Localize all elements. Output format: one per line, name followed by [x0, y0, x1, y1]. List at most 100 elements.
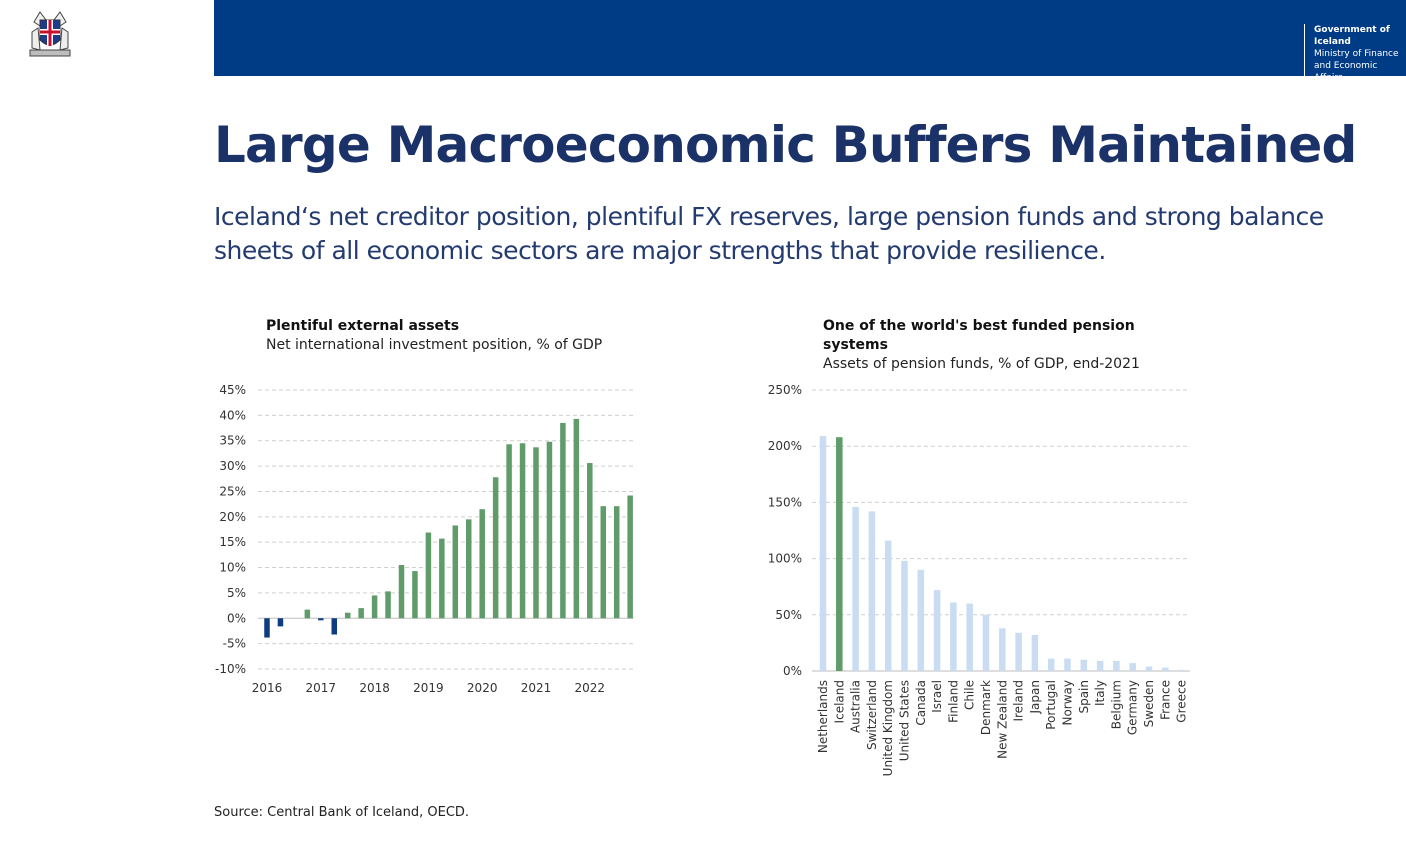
- niip-y-tick-label: 0%: [227, 611, 246, 625]
- niip-x-tick-label: 2020: [467, 681, 498, 695]
- pension-x-tick-label: United Kingdom: [881, 680, 895, 776]
- niip-bar: [452, 525, 459, 619]
- niip-y-tick-label: -5%: [223, 637, 246, 651]
- niip-bar: [385, 591, 391, 619]
- niip-gridlines: [258, 389, 634, 670]
- niip-y-tick-label: 45%: [219, 383, 246, 397]
- pension-bar: [884, 540, 892, 671]
- page-title: Large Macroeconomic Buffers Maintained: [214, 116, 1357, 174]
- niip-bar: [492, 477, 499, 619]
- pension-bar: [999, 628, 1006, 671]
- pension-y-ticks: 250% 200% 150% 100% 50% 0%: [768, 383, 802, 678]
- niip-bar: [479, 509, 485, 619]
- pension-x-tick-label: Israel: [930, 680, 944, 713]
- niip-x-tick-label: 2021: [521, 681, 552, 695]
- niip-x-tick-label: 2022: [575, 681, 606, 695]
- pension-x-tick-label: Denmark: [979, 680, 993, 735]
- niip-x-ticks: 2016 2017 2018 2019 2020 2021 2022: [252, 681, 605, 695]
- niip-bar: [358, 608, 364, 619]
- niip-bar: [264, 618, 270, 638]
- pension-y-tick-label: 100%: [768, 552, 802, 566]
- pension-bar: [819, 436, 827, 671]
- niip-bar: [425, 532, 432, 619]
- niip-bar: [466, 519, 472, 619]
- niip-bar: [546, 441, 553, 619]
- pension-bar: [1080, 659, 1088, 671]
- pension-y-tick-label: 200%: [768, 439, 802, 453]
- pension-x-tick-label: New Zealand: [995, 680, 1009, 759]
- pension-bar: [917, 569, 925, 671]
- niip-bar: [560, 422, 566, 619]
- pension-x-tick-label: Finland: [946, 680, 960, 723]
- pension-bar: [1145, 666, 1153, 671]
- niip-chart: Plentiful external assets Net internatio…: [214, 300, 644, 700]
- niip-y-tick-label: 40%: [219, 408, 246, 422]
- niip-bar: [600, 506, 606, 619]
- niip-bar: [573, 418, 580, 619]
- niip-bar: [277, 618, 284, 627]
- pension-x-tick-label: Germany: [1126, 680, 1140, 735]
- pension-x-tick-label: Chile: [963, 680, 977, 710]
- pension-x-tick-label: United States: [898, 680, 912, 761]
- pension-bar: [868, 511, 876, 671]
- niip-bar: [506, 444, 512, 619]
- pension-chart-title: One of the world's best funded pension sy…: [823, 318, 1135, 353]
- pension-x-tick-label: Iceland: [832, 680, 846, 723]
- header-bar: Government of Iceland Ministry of Financ…: [214, 0, 1406, 84]
- pension-x-tick-label: Spain: [1077, 680, 1091, 714]
- pension-bar: [1129, 663, 1136, 671]
- pension-bars: [819, 436, 1185, 671]
- niip-bar: [519, 443, 526, 619]
- coat-of-arms-logo: [29, 11, 71, 57]
- niip-bar: [398, 565, 405, 619]
- niip-bars: [264, 418, 633, 638]
- pension-chart-title-line: One of the world's best funded pension: [823, 318, 1135, 334]
- pension-bar: [933, 590, 941, 671]
- pension-x-ticks: Netherlands Iceland Australia Switzerland Un…: [816, 680, 1189, 776]
- niip-y-tick-label: 20%: [219, 510, 246, 524]
- pension-bar: [1047, 658, 1055, 671]
- niip-x-tick-label: 2016: [252, 681, 283, 695]
- pension-y-tick-label: 50%: [775, 608, 802, 622]
- pension-x-tick-label: Italy: [1093, 680, 1107, 706]
- pension-x-tick-label: Switzerland: [865, 680, 879, 750]
- pension-y-tick-label: 250%: [768, 383, 802, 397]
- pension-x-tick-label: Canada: [914, 680, 928, 726]
- pension-x-tick-label: Belgium: [1109, 680, 1123, 729]
- pension-x-tick-label: Portugal: [1044, 680, 1058, 730]
- source-note: Source: Central Bank of Iceland, OECD.: [214, 805, 470, 820]
- pension-bar: [1113, 660, 1120, 671]
- niip-y-tick-label: 25%: [219, 484, 246, 498]
- niip-y-tick-label: -10%: [215, 662, 246, 676]
- pension-x-tick-label: Australia: [849, 680, 863, 733]
- niip-y-tick-label: 35%: [219, 434, 246, 448]
- niip-bar: [533, 447, 539, 619]
- niip-y-tick-label: 10%: [219, 561, 246, 575]
- pension-bar: [1064, 658, 1071, 671]
- pension-bar: [1162, 667, 1169, 671]
- pension-chart-title-line: systems: [823, 337, 888, 353]
- government-identifier: Government of Iceland Ministry of Financ…: [1304, 24, 1406, 84]
- pension-chart-subtitle: Assets of pension funds, % of GDP, end-2…: [823, 356, 1140, 372]
- niip-bar: [344, 612, 351, 619]
- pension-x-tick-label: Greece: [1175, 680, 1189, 723]
- pension-chart: One of the world's best funded pension sy…: [762, 300, 1202, 776]
- niip-y-tick-label: 30%: [219, 459, 246, 473]
- niip-bar: [587, 463, 593, 619]
- pension-bar: [950, 602, 957, 671]
- niip-bar: [304, 609, 311, 619]
- niip-bar: [439, 538, 445, 619]
- pension-x-tick-label: Norway: [1061, 680, 1075, 726]
- pension-bar: [836, 437, 843, 671]
- pension-bar: [1015, 632, 1022, 671]
- pension-y-tick-label: 0%: [783, 664, 802, 678]
- niip-bar: [318, 618, 324, 621]
- pension-x-tick-label: Ireland: [1012, 680, 1026, 722]
- niip-y-tick-label: 15%: [219, 535, 246, 549]
- niip-bar: [613, 506, 620, 619]
- niip-x-tick-label: 2019: [413, 681, 444, 695]
- pension-y-tick-label: 150%: [768, 495, 802, 509]
- pension-bar: [852, 506, 859, 671]
- niip-bar: [331, 618, 337, 635]
- pension-bar: [1096, 660, 1104, 671]
